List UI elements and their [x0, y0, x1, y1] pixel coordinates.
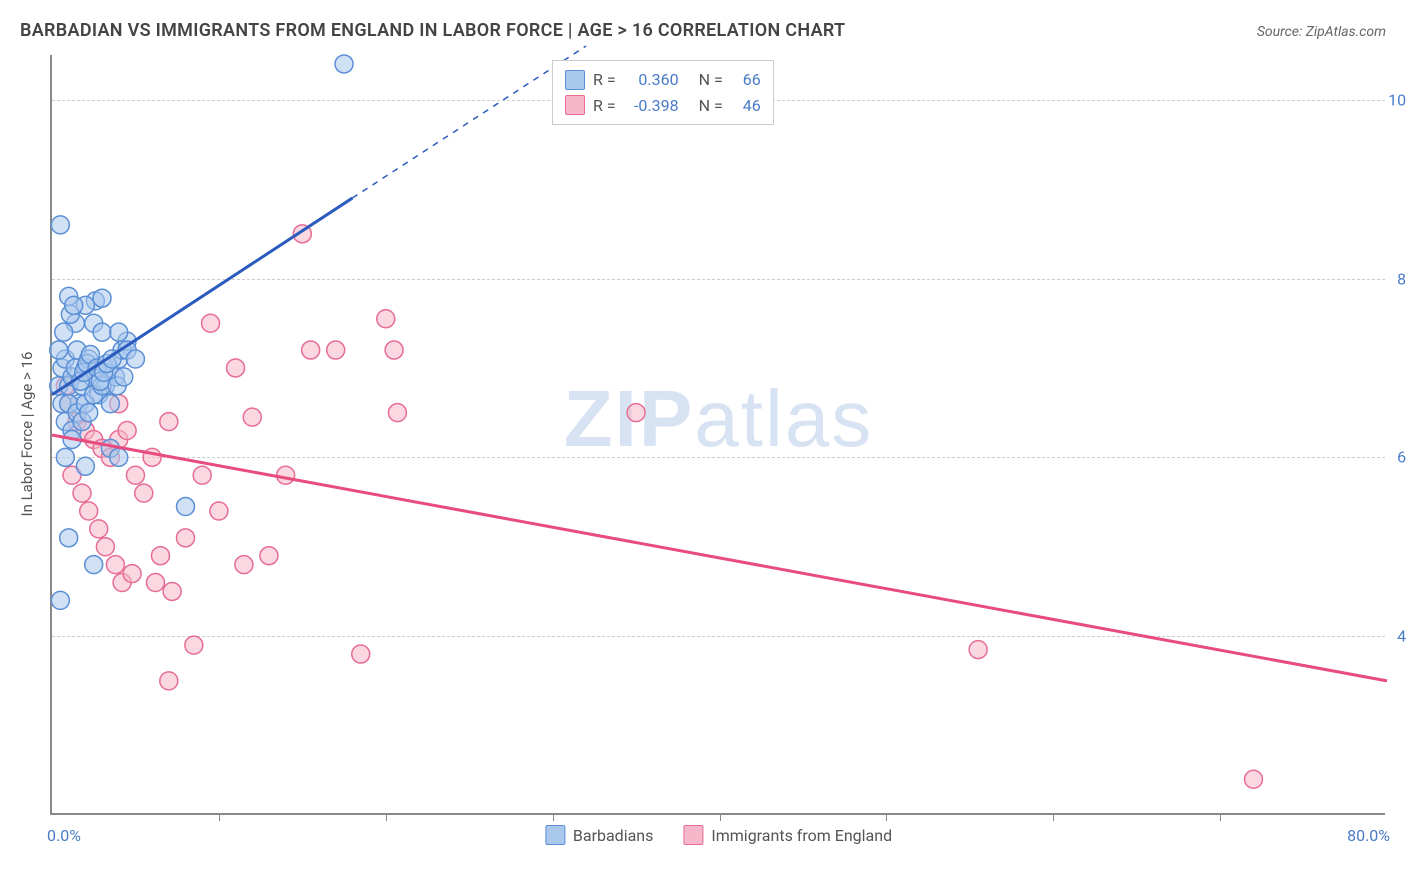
- data-point: [80, 404, 98, 422]
- data-point: [160, 672, 178, 690]
- data-point: [151, 547, 169, 565]
- correlation-legend: R = 0.360 N = 66 R = -0.398 N = 46: [552, 60, 774, 125]
- data-point: [385, 341, 403, 359]
- x-tick: [386, 813, 387, 821]
- legend-swatch-1: [565, 95, 585, 115]
- data-point: [80, 502, 98, 520]
- legend-swatch-0: [565, 70, 585, 90]
- data-point: [335, 55, 353, 73]
- x-tick: [219, 813, 220, 821]
- series-swatch-0: [545, 825, 565, 845]
- data-point: [106, 556, 124, 574]
- data-point: [160, 413, 178, 431]
- data-point: [185, 636, 203, 654]
- r-value-1: -0.398: [624, 93, 679, 119]
- r-label-0: R =: [593, 67, 616, 93]
- data-point: [90, 520, 108, 538]
- data-point: [55, 323, 73, 341]
- legend-row-0: R = 0.360 N = 66: [565, 67, 761, 93]
- data-point: [235, 556, 253, 574]
- data-point: [1245, 770, 1263, 788]
- data-point: [210, 502, 228, 520]
- data-point: [260, 547, 278, 565]
- series-legend-item-1: Immigrants from England: [683, 825, 892, 845]
- x-tick: [1220, 813, 1221, 821]
- plot-area: In Labor Force | Age > 16 40.0%60.0%80.0…: [50, 55, 1385, 815]
- data-point: [60, 529, 78, 547]
- chart-title: BARBADIAN VS IMMIGRANTS FROM ENGLAND IN …: [20, 20, 845, 41]
- data-point: [93, 323, 111, 341]
- data-point: [243, 408, 261, 426]
- data-point: [388, 404, 406, 422]
- data-point: [377, 310, 395, 328]
- y-tick-label: 80.0%: [1397, 269, 1406, 288]
- n-label-1: N =: [699, 93, 723, 119]
- data-point: [327, 341, 345, 359]
- data-point: [126, 466, 144, 484]
- data-point: [126, 350, 144, 368]
- data-point: [65, 296, 83, 314]
- data-point: [110, 323, 128, 341]
- y-tick-label: 60.0%: [1397, 448, 1406, 467]
- data-point: [302, 341, 320, 359]
- data-point: [227, 359, 245, 377]
- n-label-0: N =: [699, 67, 723, 93]
- data-point: [96, 538, 114, 556]
- data-point: [277, 466, 295, 484]
- data-point: [177, 498, 195, 516]
- legend-row-1: R = -0.398 N = 46: [565, 93, 761, 119]
- x-tick: [720, 813, 721, 821]
- data-point: [135, 484, 153, 502]
- trend-line-extrapolated: [352, 46, 586, 198]
- data-point: [76, 457, 94, 475]
- data-point: [51, 216, 69, 234]
- data-point: [177, 529, 195, 547]
- data-point: [352, 645, 370, 663]
- data-point: [163, 582, 181, 600]
- x-axis-max-label: 80.0%: [1347, 826, 1390, 845]
- data-point: [118, 422, 136, 440]
- series-name-0: Barbadians: [573, 826, 654, 845]
- data-point: [193, 466, 211, 484]
- data-point: [115, 368, 133, 386]
- scatter-svg: [52, 55, 1385, 813]
- y-tick-label: 40.0%: [1397, 627, 1406, 646]
- data-point: [202, 314, 220, 332]
- source-attribution: Source: ZipAtlas.com: [1257, 24, 1386, 40]
- n-value-1: 46: [731, 93, 761, 119]
- series-legend: Barbadians Immigrants from England: [545, 825, 892, 845]
- series-legend-item-0: Barbadians: [545, 825, 654, 845]
- data-point: [123, 565, 141, 583]
- y-axis-title: In Labor Force | Age > 16: [18, 352, 36, 517]
- trend-line: [52, 435, 1387, 681]
- series-swatch-1: [683, 825, 703, 845]
- data-point: [969, 641, 987, 659]
- x-tick: [886, 813, 887, 821]
- data-point: [146, 574, 164, 592]
- data-point: [73, 484, 91, 502]
- x-tick: [553, 813, 554, 821]
- data-point: [85, 556, 103, 574]
- data-point: [56, 448, 74, 466]
- data-point: [627, 404, 645, 422]
- data-point: [101, 395, 119, 413]
- y-tick-label: 100.0%: [1388, 90, 1406, 109]
- n-value-0: 66: [731, 67, 761, 93]
- data-point: [50, 341, 68, 359]
- r-label-1: R =: [593, 93, 616, 119]
- data-point: [51, 591, 69, 609]
- data-point: [93, 289, 111, 307]
- series-name-1: Immigrants from England: [711, 826, 892, 845]
- r-value-0: 0.360: [624, 67, 679, 93]
- x-axis-min-label: 0.0%: [47, 826, 81, 845]
- x-tick: [1053, 813, 1054, 821]
- data-point: [110, 448, 128, 466]
